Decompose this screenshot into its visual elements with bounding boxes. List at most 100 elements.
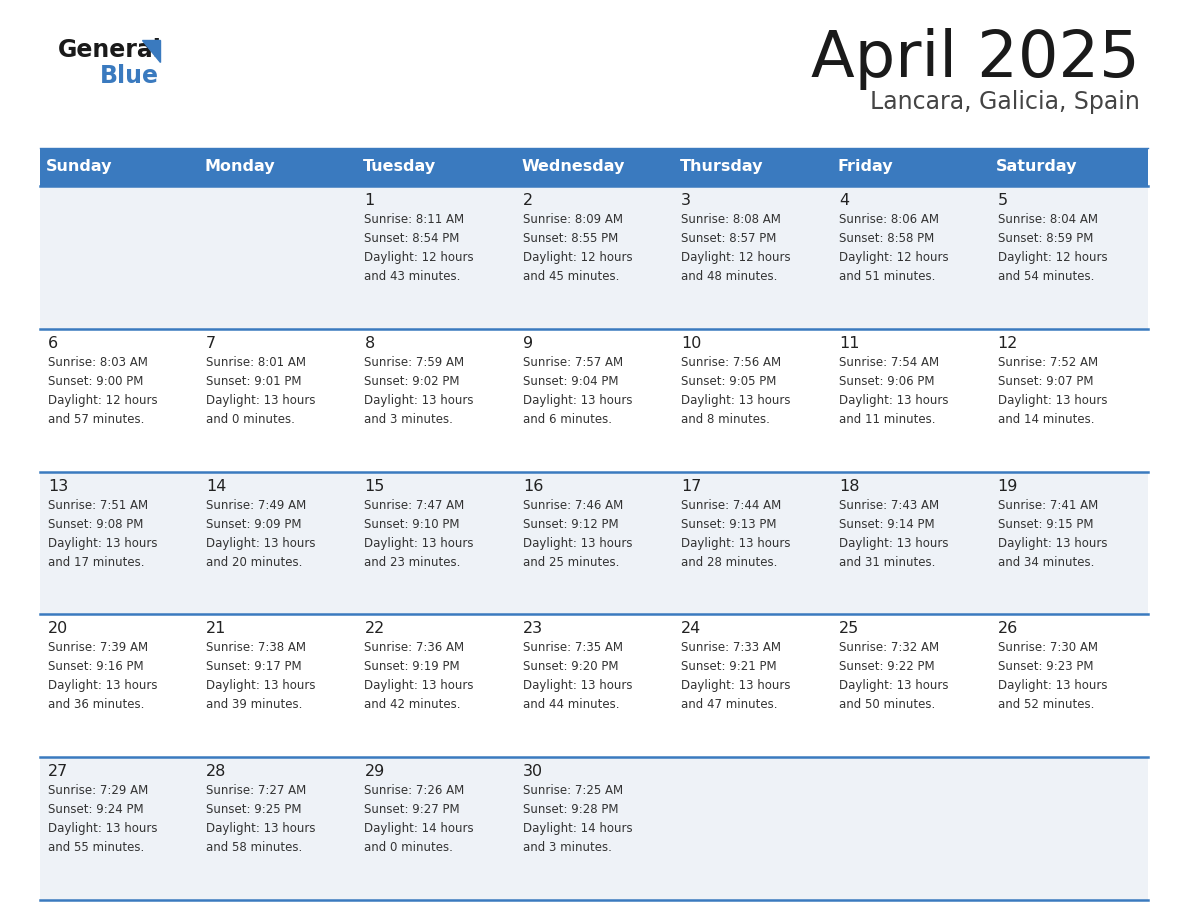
Text: 15: 15 (365, 478, 385, 494)
Text: Sunset: 9:01 PM: Sunset: 9:01 PM (207, 375, 302, 387)
Text: Daylight: 13 hours: Daylight: 13 hours (681, 537, 790, 550)
Text: Sunrise: 8:03 AM: Sunrise: 8:03 AM (48, 356, 147, 369)
Text: Sunset: 9:25 PM: Sunset: 9:25 PM (207, 803, 302, 816)
Text: Daylight: 13 hours: Daylight: 13 hours (840, 537, 949, 550)
Text: Daylight: 13 hours: Daylight: 13 hours (207, 537, 316, 550)
Text: Daylight: 12 hours: Daylight: 12 hours (365, 251, 474, 264)
Text: 25: 25 (840, 621, 860, 636)
Text: and 47 minutes.: and 47 minutes. (681, 699, 778, 711)
Text: 23: 23 (523, 621, 543, 636)
Text: Sunset: 9:24 PM: Sunset: 9:24 PM (48, 803, 144, 816)
Text: Sunset: 9:07 PM: Sunset: 9:07 PM (998, 375, 1093, 387)
Text: 14: 14 (207, 478, 227, 494)
Text: Sunset: 8:55 PM: Sunset: 8:55 PM (523, 232, 618, 245)
Text: 8: 8 (365, 336, 374, 351)
Text: Sunrise: 7:38 AM: Sunrise: 7:38 AM (207, 642, 307, 655)
Text: Sunset: 9:05 PM: Sunset: 9:05 PM (681, 375, 777, 387)
Text: 29: 29 (365, 764, 385, 779)
Text: Daylight: 13 hours: Daylight: 13 hours (48, 537, 158, 550)
Text: Daylight: 13 hours: Daylight: 13 hours (207, 679, 316, 692)
Text: and 44 minutes.: and 44 minutes. (523, 699, 619, 711)
Text: Sunset: 9:10 PM: Sunset: 9:10 PM (365, 518, 460, 531)
Text: Sunrise: 7:51 AM: Sunrise: 7:51 AM (48, 498, 148, 511)
Text: Daylight: 12 hours: Daylight: 12 hours (998, 251, 1107, 264)
Text: Sunset: 9:12 PM: Sunset: 9:12 PM (523, 518, 619, 531)
Text: Sunrise: 7:27 AM: Sunrise: 7:27 AM (207, 784, 307, 797)
Text: and 36 minutes.: and 36 minutes. (48, 699, 144, 711)
Text: General: General (58, 38, 162, 62)
Text: Sunset: 9:28 PM: Sunset: 9:28 PM (523, 803, 618, 816)
Text: Sunset: 9:06 PM: Sunset: 9:06 PM (840, 375, 935, 387)
Text: 11: 11 (840, 336, 860, 351)
Text: Daylight: 13 hours: Daylight: 13 hours (523, 394, 632, 407)
Text: Daylight: 12 hours: Daylight: 12 hours (523, 251, 632, 264)
Bar (40, 614, 1148, 757)
Text: and 11 minutes.: and 11 minutes. (840, 413, 936, 426)
Text: and 31 minutes.: and 31 minutes. (840, 555, 936, 568)
Text: and 54 minutes.: and 54 minutes. (998, 270, 1094, 283)
Text: Sunset: 9:17 PM: Sunset: 9:17 PM (207, 660, 302, 674)
Text: 30: 30 (523, 764, 543, 779)
Text: Sunrise: 7:54 AM: Sunrise: 7:54 AM (840, 356, 940, 369)
Text: and 23 minutes.: and 23 minutes. (365, 555, 461, 568)
Text: Daylight: 13 hours: Daylight: 13 hours (365, 394, 474, 407)
Text: and 55 minutes.: and 55 minutes. (48, 841, 144, 855)
Text: Sunset: 9:04 PM: Sunset: 9:04 PM (523, 375, 618, 387)
Text: Sunrise: 8:09 AM: Sunrise: 8:09 AM (523, 213, 623, 226)
Text: 20: 20 (48, 621, 68, 636)
Text: Sunrise: 7:30 AM: Sunrise: 7:30 AM (998, 642, 1098, 655)
Text: Daylight: 12 hours: Daylight: 12 hours (681, 251, 791, 264)
Text: and 50 minutes.: and 50 minutes. (840, 699, 936, 711)
Text: Daylight: 14 hours: Daylight: 14 hours (523, 823, 632, 835)
Text: Sunset: 9:22 PM: Sunset: 9:22 PM (840, 660, 935, 674)
Text: Daylight: 13 hours: Daylight: 13 hours (840, 679, 949, 692)
Text: Sunset: 9:09 PM: Sunset: 9:09 PM (207, 518, 302, 531)
Text: Lancara, Galicia, Spain: Lancara, Galicia, Spain (870, 90, 1140, 114)
Text: Sunrise: 7:47 AM: Sunrise: 7:47 AM (365, 498, 465, 511)
Text: Daylight: 13 hours: Daylight: 13 hours (48, 823, 158, 835)
Text: 27: 27 (48, 764, 68, 779)
Text: Sunrise: 7:39 AM: Sunrise: 7:39 AM (48, 642, 148, 655)
Text: and 8 minutes.: and 8 minutes. (681, 413, 770, 426)
Text: and 58 minutes.: and 58 minutes. (207, 841, 303, 855)
Text: Daylight: 14 hours: Daylight: 14 hours (365, 823, 474, 835)
Text: and 20 minutes.: and 20 minutes. (207, 555, 303, 568)
Text: Sunset: 9:19 PM: Sunset: 9:19 PM (365, 660, 460, 674)
Text: Sunset: 8:59 PM: Sunset: 8:59 PM (998, 232, 1093, 245)
Text: Monday: Monday (204, 160, 276, 174)
Text: and 0 minutes.: and 0 minutes. (207, 413, 295, 426)
Text: and 42 minutes.: and 42 minutes. (365, 699, 461, 711)
Text: 26: 26 (998, 621, 1018, 636)
Text: Daylight: 12 hours: Daylight: 12 hours (840, 251, 949, 264)
Text: 17: 17 (681, 478, 701, 494)
Text: Daylight: 13 hours: Daylight: 13 hours (207, 394, 316, 407)
Text: 19: 19 (998, 478, 1018, 494)
Text: Thursday: Thursday (680, 160, 763, 174)
Text: Sunset: 8:54 PM: Sunset: 8:54 PM (365, 232, 460, 245)
Text: and 45 minutes.: and 45 minutes. (523, 270, 619, 283)
Text: 3: 3 (681, 193, 691, 208)
Text: Wednesday: Wednesday (522, 160, 625, 174)
Text: and 28 minutes.: and 28 minutes. (681, 555, 777, 568)
Text: Sunrise: 7:41 AM: Sunrise: 7:41 AM (998, 498, 1098, 511)
Text: and 48 minutes.: and 48 minutes. (681, 270, 777, 283)
Text: Sunset: 9:27 PM: Sunset: 9:27 PM (365, 803, 460, 816)
Text: Sunset: 9:00 PM: Sunset: 9:00 PM (48, 375, 144, 387)
Text: Daylight: 13 hours: Daylight: 13 hours (681, 679, 790, 692)
Text: 6: 6 (48, 336, 58, 351)
Text: Sunrise: 7:46 AM: Sunrise: 7:46 AM (523, 498, 623, 511)
Text: Daylight: 13 hours: Daylight: 13 hours (207, 823, 316, 835)
Text: and 57 minutes.: and 57 minutes. (48, 413, 144, 426)
Text: Daylight: 13 hours: Daylight: 13 hours (48, 679, 158, 692)
Text: Sunset: 9:14 PM: Sunset: 9:14 PM (840, 518, 935, 531)
Text: Sunrise: 7:36 AM: Sunrise: 7:36 AM (365, 642, 465, 655)
Text: and 25 minutes.: and 25 minutes. (523, 555, 619, 568)
Text: and 43 minutes.: and 43 minutes. (365, 270, 461, 283)
Text: Sunrise: 8:11 AM: Sunrise: 8:11 AM (365, 213, 465, 226)
Text: 28: 28 (207, 764, 227, 779)
Text: April 2025: April 2025 (811, 28, 1140, 90)
Text: Blue: Blue (100, 64, 159, 88)
Text: 9: 9 (523, 336, 533, 351)
Text: Sunrise: 7:59 AM: Sunrise: 7:59 AM (365, 356, 465, 369)
Bar (40, 472, 1148, 614)
